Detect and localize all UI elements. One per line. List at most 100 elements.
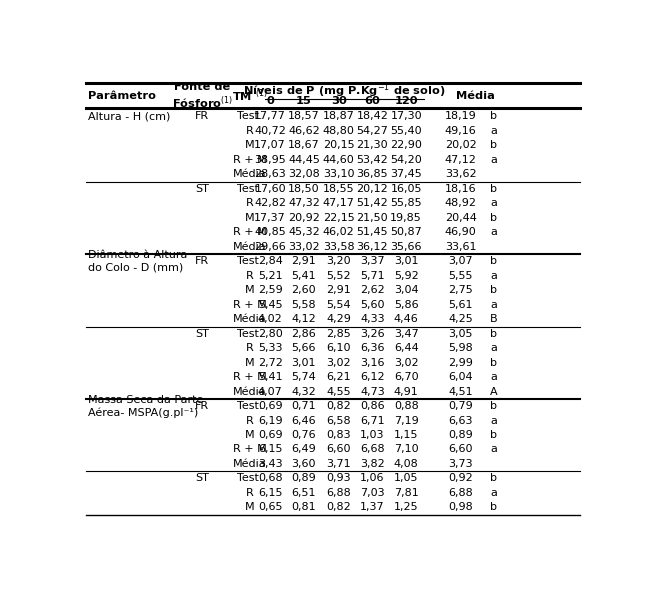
Text: 3,26: 3,26	[360, 328, 385, 338]
Text: 6,63: 6,63	[448, 416, 473, 426]
Text: 6,88: 6,88	[448, 488, 473, 498]
Text: 5,33: 5,33	[258, 343, 282, 353]
Text: a: a	[490, 445, 497, 454]
Text: 3,60: 3,60	[292, 459, 316, 469]
Text: 0,86: 0,86	[360, 401, 385, 411]
Text: R + M: R + M	[233, 372, 267, 382]
Text: 33,62: 33,62	[445, 170, 476, 179]
Text: 5,61: 5,61	[448, 300, 473, 310]
Text: 5,71: 5,71	[360, 270, 385, 281]
Text: 51,42: 51,42	[357, 198, 388, 208]
Text: Test.: Test.	[237, 328, 263, 338]
Text: 0,69: 0,69	[258, 430, 283, 440]
Text: 6,49: 6,49	[292, 445, 317, 454]
Text: 20,15: 20,15	[323, 140, 354, 150]
Text: b: b	[490, 112, 497, 121]
Text: 48,92: 48,92	[445, 198, 476, 208]
Text: R: R	[246, 126, 254, 136]
Text: 4,25: 4,25	[448, 314, 473, 324]
Text: b: b	[490, 430, 497, 440]
Text: 20,02: 20,02	[445, 140, 476, 150]
Text: Diâmetro à Altura
do Colo - D (mm): Diâmetro à Altura do Colo - D (mm)	[88, 250, 187, 272]
Text: 18,87: 18,87	[323, 112, 355, 121]
Text: 5,45: 5,45	[258, 300, 283, 310]
Text: a: a	[490, 416, 497, 426]
Text: 17,60: 17,60	[254, 184, 286, 194]
Text: 3,02: 3,02	[394, 358, 419, 368]
Text: 4,33: 4,33	[360, 314, 385, 324]
Text: 2,62: 2,62	[360, 285, 385, 295]
Text: a: a	[490, 227, 497, 237]
Text: 48,80: 48,80	[323, 126, 355, 136]
Text: 0,81: 0,81	[292, 503, 316, 512]
Text: 2,84: 2,84	[257, 256, 283, 266]
Text: 5,21: 5,21	[258, 270, 283, 281]
Text: b: b	[490, 473, 497, 484]
Text: 3,82: 3,82	[360, 459, 385, 469]
Text: Test.: Test.	[237, 473, 263, 484]
Text: R: R	[246, 343, 254, 353]
Text: 40,72: 40,72	[254, 126, 286, 136]
Text: 19,85: 19,85	[390, 213, 422, 223]
Text: Parâmetro: Parâmetro	[88, 91, 155, 101]
Text: 1,37: 1,37	[360, 503, 385, 512]
Text: 17,77: 17,77	[254, 112, 286, 121]
Text: Test.: Test.	[237, 112, 263, 121]
Text: a: a	[490, 488, 497, 498]
Text: a: a	[490, 198, 497, 208]
Text: b: b	[490, 328, 497, 338]
Text: 5,41: 5,41	[258, 372, 283, 382]
Text: 6,60: 6,60	[448, 445, 473, 454]
Text: 6,58: 6,58	[326, 416, 351, 426]
Text: 6,68: 6,68	[360, 445, 385, 454]
Text: Média: Média	[233, 242, 266, 252]
Text: 5,86: 5,86	[394, 300, 419, 310]
Text: 0,79: 0,79	[448, 401, 473, 411]
Text: 50,87: 50,87	[390, 227, 422, 237]
Text: Média: Média	[233, 314, 266, 324]
Text: 2,86: 2,86	[292, 328, 317, 338]
Text: 18,57: 18,57	[288, 112, 320, 121]
Text: 21,50: 21,50	[357, 213, 388, 223]
Text: 36,85: 36,85	[357, 170, 388, 179]
Text: FR: FR	[195, 256, 209, 266]
Text: 3,16: 3,16	[360, 358, 385, 368]
Text: 4,46: 4,46	[394, 314, 419, 324]
Text: 5,98: 5,98	[448, 343, 473, 353]
Text: 0,89: 0,89	[292, 473, 317, 484]
Text: 0,65: 0,65	[258, 503, 282, 512]
Text: R + M: R + M	[233, 445, 267, 454]
Text: a: a	[490, 155, 497, 165]
Text: 6,51: 6,51	[292, 488, 316, 498]
Text: 6,12: 6,12	[360, 372, 385, 382]
Text: 51,45: 51,45	[357, 227, 388, 237]
Text: 6,70: 6,70	[394, 372, 419, 382]
Text: 6,71: 6,71	[360, 416, 385, 426]
Text: a: a	[490, 270, 497, 281]
Text: b: b	[490, 358, 497, 368]
Text: FR: FR	[195, 401, 209, 411]
Text: 0,89: 0,89	[448, 430, 473, 440]
Text: 6,21: 6,21	[326, 372, 351, 382]
Text: 55,40: 55,40	[391, 126, 422, 136]
Text: 1,06: 1,06	[360, 473, 385, 484]
Text: 17,37: 17,37	[254, 213, 286, 223]
Text: 20,92: 20,92	[288, 213, 320, 223]
Text: 20,44: 20,44	[445, 213, 476, 223]
Text: b: b	[490, 213, 497, 223]
Text: a: a	[490, 372, 497, 382]
Text: a: a	[490, 300, 497, 310]
Text: 32,08: 32,08	[288, 170, 320, 179]
Text: 2,59: 2,59	[258, 285, 283, 295]
Text: b: b	[490, 184, 497, 194]
Text: 30: 30	[331, 96, 346, 106]
Text: 5,54: 5,54	[326, 300, 351, 310]
Text: 5,74: 5,74	[292, 372, 317, 382]
Text: 4,32: 4,32	[292, 387, 317, 396]
Text: 6,60: 6,60	[326, 445, 351, 454]
Text: 22,15: 22,15	[323, 213, 354, 223]
Text: 20,12: 20,12	[357, 184, 388, 194]
Text: 3,05: 3,05	[448, 328, 473, 338]
Text: 37,45: 37,45	[390, 170, 422, 179]
Text: M: M	[245, 430, 255, 440]
